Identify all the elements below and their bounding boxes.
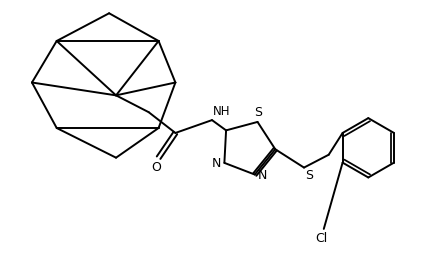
Text: NH: NH bbox=[213, 105, 231, 118]
Text: N: N bbox=[212, 157, 221, 170]
Text: S: S bbox=[305, 168, 313, 182]
Text: O: O bbox=[152, 161, 162, 174]
Text: N: N bbox=[258, 169, 267, 182]
Text: Cl: Cl bbox=[316, 232, 328, 245]
Text: S: S bbox=[254, 106, 262, 119]
